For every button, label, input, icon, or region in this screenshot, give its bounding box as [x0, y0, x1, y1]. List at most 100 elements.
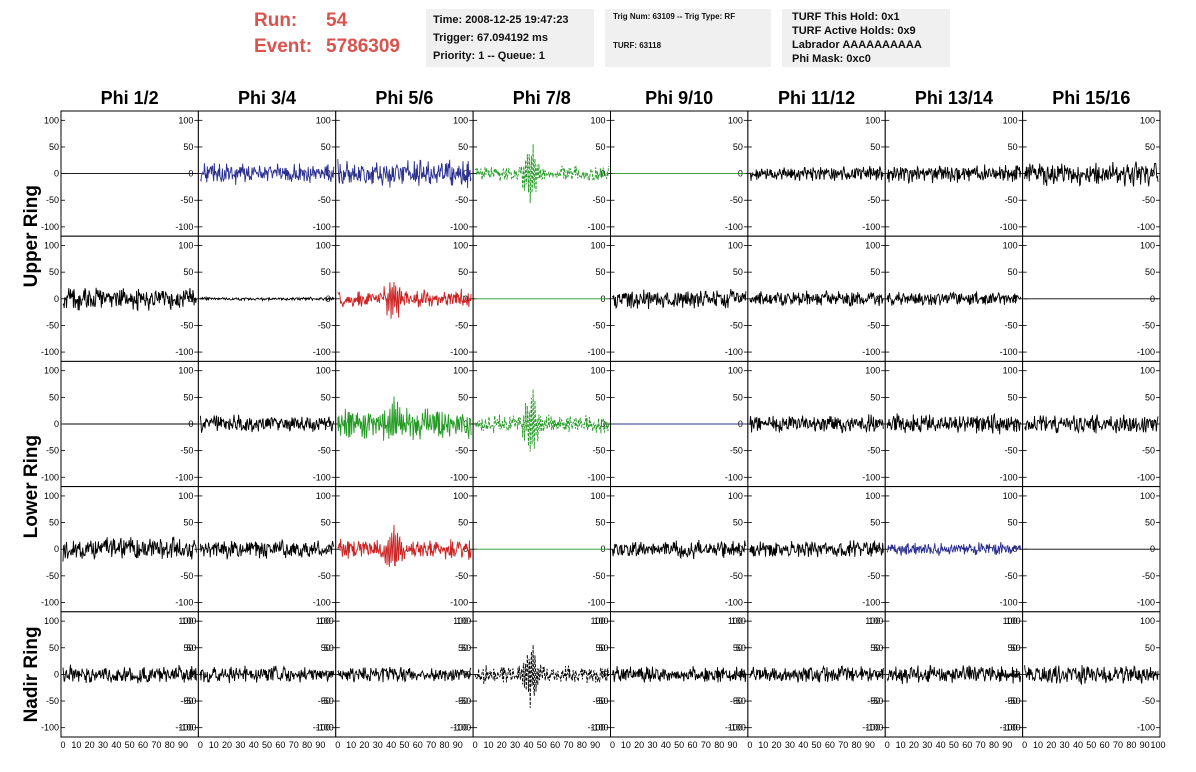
x-tick-label: 60 [962, 740, 972, 750]
y-tick-label: 50 [736, 643, 746, 653]
y-tick-label: -100 [1137, 597, 1155, 607]
x-tick-label: 30 [922, 740, 932, 750]
y-tick-label: 50 [458, 392, 468, 402]
y-tick-label: 50 [49, 643, 59, 653]
y-tick-label: 100 [593, 616, 608, 626]
y-tick-label: 50 [458, 643, 468, 653]
x-tick-label: 50 [537, 740, 547, 750]
y-tick-label: 0 [191, 669, 196, 679]
x-tick-label: 30 [510, 740, 520, 750]
x-tick-label: 90 [453, 740, 463, 750]
column-header-8: Phi 15/16 [1052, 88, 1130, 108]
y-tick-label: 100 [1003, 115, 1018, 125]
y-tick-label: -50 [870, 696, 883, 706]
y-tick-label: 100 [178, 366, 193, 376]
y-tick-label: 100 [453, 366, 468, 376]
y-tick-label: 50 [321, 392, 331, 402]
phi-mask-text: Phi Mask: 0xc0 [792, 53, 871, 65]
y-tick-label: 100 [590, 491, 605, 501]
y-tick-label: -100 [450, 472, 468, 482]
y-tick-label: 100 [178, 491, 193, 501]
y-tick-label: 0 [1013, 544, 1018, 554]
waveform-trace [886, 665, 1022, 685]
y-tick-label: 50 [49, 392, 59, 402]
y-tick-label: -50 [867, 195, 880, 205]
panel-r2-c6: 100 50 0 -50 -100 [884, 360, 1024, 488]
panel-frame [884, 110, 1024, 237]
y-tick-label: -50 [46, 446, 59, 456]
event-value: 5786309 [326, 36, 400, 57]
turf-active-text: TURF Active Holds: 0x9 [792, 25, 916, 37]
y-tick-label: 50 [49, 518, 59, 528]
y-tick-label: 100 [178, 241, 193, 251]
y-tick-label: 50 [873, 643, 883, 653]
x-tick-label: 50 [949, 740, 959, 750]
y-tick-label: -50 [318, 696, 331, 706]
x-tick-label: 90 [1002, 740, 1012, 750]
waveform-trace [199, 295, 335, 302]
x-tick-label: 10 [71, 740, 81, 750]
x-tick-label: 80 [165, 740, 175, 750]
y-tick-label: 100 [319, 616, 334, 626]
y-tick-label: -50 [1142, 696, 1155, 706]
y-tick-label: 50 [733, 267, 743, 277]
x-tick-label: 30 [373, 740, 383, 750]
y-tick-label: -50 [867, 446, 880, 456]
y-tick-label: -100 [1000, 222, 1018, 232]
turf-hold-text: TURF This Hold: 0x1 [792, 11, 900, 23]
x-tick-label: 80 [714, 740, 724, 750]
y-tick-label: -50 [867, 571, 880, 581]
y-tick-label: -50 [1142, 571, 1155, 581]
panel-frame [472, 110, 611, 237]
y-tick-label: 100 [453, 616, 468, 626]
y-tick-label: 0 [54, 419, 59, 429]
y-tick-label: -100 [313, 597, 331, 607]
waveform-trace [337, 159, 472, 189]
x-tick-label: 50 [262, 740, 272, 750]
y-tick-label: -50 [1008, 696, 1021, 706]
y-tick-label: -50 [595, 696, 608, 706]
y-tick-label: -50 [455, 571, 468, 581]
waveform-trace [749, 290, 884, 307]
panel-r2-c3: 100 50 0 -50 -100 [472, 360, 611, 488]
y-tick-label: 100 [728, 241, 743, 251]
y-tick-label: 100 [1003, 241, 1018, 251]
x-tick-label: 70 [1113, 740, 1123, 750]
y-tick-label: 0 [329, 669, 334, 679]
x-tick-label: 10 [758, 740, 768, 750]
x-tick-label: 20 [222, 740, 232, 750]
y-tick-label: -50 [455, 446, 468, 456]
panel-r4-c4: 100 100 50 50 0 0 -50 -50 -100 -100 [590, 611, 749, 738]
y-tick-label: -50 [592, 696, 605, 706]
y-tick-label: 50 [1008, 643, 1018, 653]
panel-r2-c2: 100 50 0 -50 -100 [335, 360, 474, 488]
y-tick-label: 100 [1140, 491, 1155, 501]
y-tick-label: 100 [181, 616, 196, 626]
y-tick-label: -100 [175, 723, 193, 733]
column-header-1: Phi 1/2 [101, 88, 159, 108]
y-tick-label: -50 [1005, 320, 1018, 330]
y-tick-label: -100 [1000, 347, 1018, 357]
y-tick-label: 100 [456, 616, 471, 626]
x-tick-label: 30 [98, 740, 108, 750]
run-value: 54 [326, 10, 348, 31]
waveform-trace [62, 664, 197, 684]
y-tick-label: 50 [183, 392, 193, 402]
y-tick-label: 50 [1008, 518, 1018, 528]
y-tick-label: 100 [44, 616, 59, 626]
y-tick-label: -50 [733, 696, 746, 706]
panel-r4-c0: 100 100 50 50 0 0 -50 -50 -100 -100 [41, 611, 199, 738]
x-tick-label: 60 [825, 740, 835, 750]
y-tick-label: -100 [725, 723, 743, 733]
y-tick-label: -100 [313, 222, 331, 232]
